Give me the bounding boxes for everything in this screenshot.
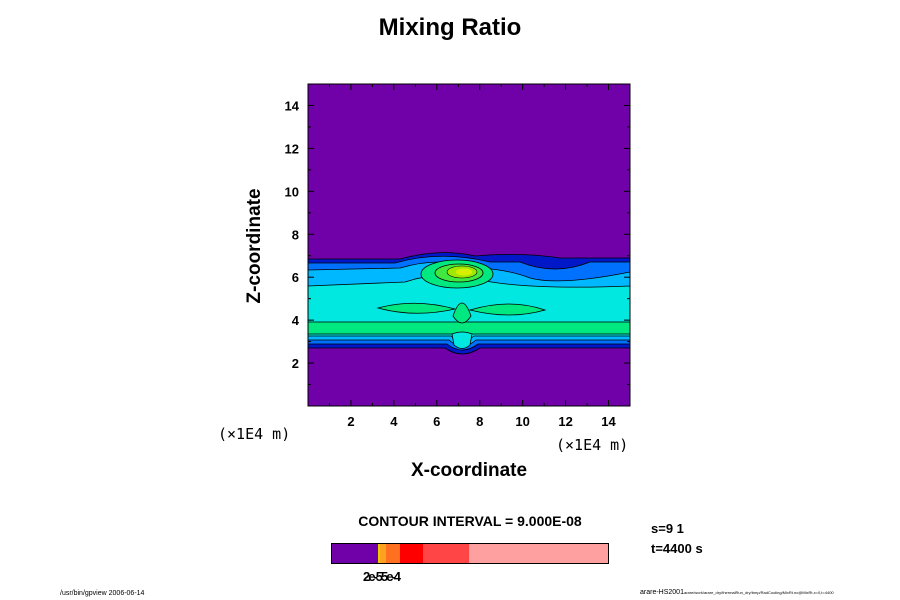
step-label: s=9 1 [651,521,684,536]
colorbar-tick-labels: 2e-55e-4 [363,569,401,584]
chart-title: Mixing Ratio [378,14,522,41]
y-tick-label: 6 [292,270,299,285]
colorbar-segment [380,544,386,563]
x-axis-unit: (×1E4 m) [556,436,629,454]
plot-frame [307,83,631,407]
colorbar-segment [378,544,380,563]
footer-source: arare-HS2001arare/work/arare_dry/thermal… [640,589,834,596]
colorbar-segment [386,544,400,563]
y-tick-label: 10 [285,184,299,199]
footer-source-detail: arare/work/arare_dry/thermalRun_dry/bmp/… [683,590,834,595]
x-tick-label: 2 [347,414,354,429]
colorbar-segment [332,544,378,563]
colorbar-segment [423,544,469,563]
contour-fields [308,252,630,355]
y-tick-label: 8 [292,227,299,242]
footer-source-main: arare-HS2001 [640,589,684,596]
x-tick-label: 6 [433,414,440,429]
contour-interval-text: CONTOUR INTERVAL = 9.000E-08 [358,513,582,529]
x-tick-label: 12 [558,414,572,429]
contour-lens-left [376,302,456,314]
contour-center-column [452,302,472,324]
y-axis-label: Z-coordinate [244,188,265,304]
colorbar [331,543,609,564]
x-tick-label: 4 [390,414,398,429]
y-tick-label: 14 [285,98,300,113]
colorbar-segment [469,544,608,563]
x-axis-ticks: 2 4 6 8 10 12 14 [328,84,617,429]
contour-blob-level8 [456,268,472,276]
contour-lens-right [468,303,547,316]
plot-background [308,84,630,406]
y-axis-unit: (×1E4 m) [218,425,291,443]
contour-spike [451,331,473,349]
y-tick-label: 4 [292,313,300,328]
x-tick-label: 14 [601,414,616,429]
y-axis-ticks: 2 4 6 8 10 12 14 [285,98,630,386]
colorbar-segment [400,544,423,563]
y-tick-label: 12 [285,141,299,156]
time-label: t=4400 s [651,541,703,556]
x-tick-label: 10 [515,414,529,429]
y-tick-label: 2 [292,356,299,371]
x-axis-label: X-coordinate [410,460,528,481]
footer-command: /usr/bin/gpview 2006-06-14 [60,590,145,597]
x-tick-label: 8 [476,414,483,429]
